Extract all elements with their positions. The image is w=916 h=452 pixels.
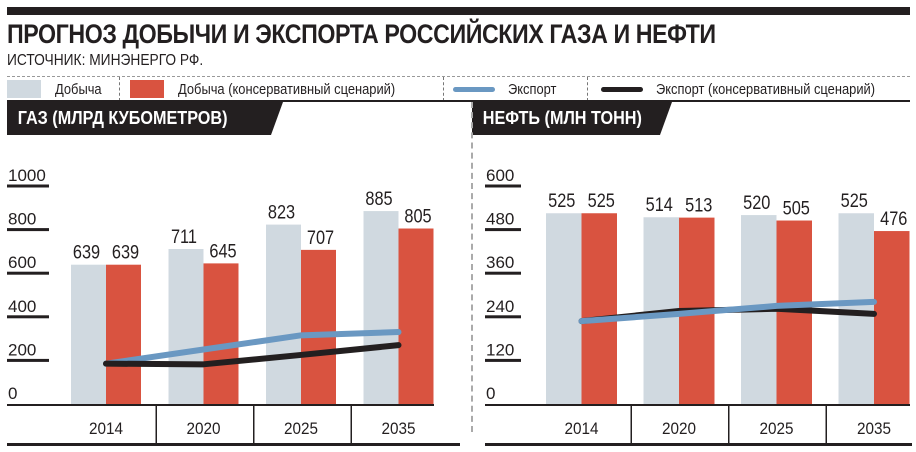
- gas-category-separator: [155, 406, 157, 444]
- gas-bar: [266, 224, 301, 404]
- legend-item-export-conservative: Экспорт (консервативный сценарий): [601, 79, 911, 99]
- legend-separator: [587, 77, 588, 101]
- oil-value-label: 513: [685, 194, 712, 215]
- oil-category-label: 2025: [759, 419, 793, 438]
- gas-category-label: 2014: [89, 419, 123, 438]
- legend-separator: [443, 77, 444, 101]
- legend: Добыча Добыча (консервативный сценарий) …: [7, 76, 910, 101]
- gas-export-conservative-line: [103, 342, 402, 368]
- gas-ytick-line: [7, 315, 49, 319]
- export-line-swatch-icon: [453, 86, 495, 92]
- oil-bar: [874, 231, 910, 404]
- legend-item-production: Добыча: [7, 79, 109, 99]
- legend-item-export: Экспорт: [453, 79, 564, 99]
- oil-bar: [838, 213, 874, 404]
- legend-label: Экспорт: [508, 80, 557, 98]
- oil-value-label: 525: [841, 190, 868, 211]
- gas-bar: [203, 263, 239, 404]
- panel-divider: [471, 102, 473, 432]
- gas-section-title: ГАЗ (МЛРД КУБОМЕТРОВ): [17, 108, 228, 128]
- oil-category-separator: [825, 406, 827, 444]
- header-rule: [7, 100, 910, 102]
- gas-bar: [363, 211, 399, 404]
- oil-bar: [546, 213, 582, 404]
- oil-value-label: 525: [588, 190, 615, 211]
- production-conservative-swatch-icon: [130, 80, 164, 98]
- oil-section-title: НЕФТЬ (МЛН ТОНН): [482, 108, 642, 128]
- gas-value-label: 823: [268, 201, 295, 222]
- oil-category-label: 2020: [662, 419, 696, 438]
- gas-ytick-label: 0: [8, 384, 17, 403]
- gas-bar: [106, 264, 141, 404]
- gas-bar: [71, 264, 106, 404]
- oil-bottom-rule: [485, 443, 912, 446]
- gas-ytick-label: 800: [8, 210, 36, 229]
- gas-section-header: ГАЗ (МЛРД КУБОМЕТРОВ): [7, 102, 283, 135]
- gas-x-axis: [7, 404, 434, 406]
- gas-bar: [301, 249, 336, 404]
- oil-value-label: 476: [880, 208, 907, 229]
- gas-value-label: 707: [307, 227, 334, 248]
- gas-category-label: 2035: [381, 419, 415, 438]
- oil-value-label: 514: [646, 194, 673, 215]
- oil-x-axis: [485, 404, 910, 406]
- gas-bar: [398, 228, 434, 404]
- oil-category-separator: [630, 406, 632, 444]
- gas-value-label: 645: [209, 240, 236, 261]
- oil-category-label: 2014: [564, 419, 598, 438]
- gas-bar: [168, 249, 204, 404]
- oil-value-label: 505: [783, 197, 810, 218]
- oil-ytick-line: [485, 271, 521, 275]
- oil-ytick-line: [485, 315, 521, 319]
- oil-value-label: 525: [548, 190, 575, 211]
- gas-value-label: 639: [73, 242, 100, 263]
- gas-export-line: [103, 329, 402, 367]
- gas-ytick-label: 1000: [8, 166, 46, 185]
- oil-ytick-line: [485, 358, 521, 362]
- gas-bottom-rule: [7, 443, 460, 446]
- oil-bar: [581, 213, 617, 404]
- gas-value-label: 639: [112, 242, 139, 263]
- legend-label: Добыча (консервативный сценарий): [178, 80, 396, 98]
- gas-category-label: 2020: [186, 419, 220, 438]
- oil-ytick-line: [485, 228, 521, 232]
- oil-ytick-label: 240: [486, 297, 514, 316]
- gas-category-separator: [350, 406, 352, 444]
- oil-category-label: 2035: [857, 419, 891, 438]
- chart-source: ИСТОЧНИК: МИНЭНЕРГО РФ.: [7, 52, 204, 69]
- oil-value-label: 520: [743, 192, 770, 213]
- gas-ytick-label: 200: [8, 340, 36, 359]
- oil-section-header: НЕФТЬ (МЛН ТОНН): [472, 102, 672, 135]
- top-rule: [7, 7, 910, 15]
- gas-ytick-label: 600: [8, 253, 36, 272]
- gas-ytick-line: [7, 271, 49, 275]
- oil-ytick-label: 600: [486, 166, 514, 185]
- gas-ytick-line: [7, 184, 49, 188]
- legend-separator: [119, 77, 120, 101]
- gas-ytick-line: [7, 358, 49, 362]
- production-swatch-icon: [7, 80, 41, 98]
- gas-category-label: 2025: [284, 419, 318, 438]
- oil-ytick-label: 120: [486, 340, 514, 359]
- oil-ytick-line: [485, 184, 521, 188]
- gas-ytick-label: 400: [8, 297, 36, 316]
- gas-category-separator: [253, 406, 255, 444]
- legend-item-production-conservative: Добыча (консервативный сценарий): [130, 79, 431, 99]
- legend-label: Добыча: [55, 80, 102, 98]
- gas-value-label: 711: [171, 226, 197, 247]
- export-conservative-line-swatch-icon: [601, 86, 643, 92]
- oil-ytick-label: 360: [486, 253, 514, 272]
- gas-ytick-line: [7, 228, 49, 232]
- oil-ytick-label: 0: [486, 384, 495, 403]
- oil-export-line: [578, 298, 877, 325]
- oil-category-separator: [728, 406, 730, 444]
- chart-title: ПРОГНОЗ ДОБЫЧИ И ЭКСПОРТА РОССИЙСКИХ ГАЗ…: [7, 19, 716, 49]
- legend-label: Экспорт (консервативный сценарий): [656, 80, 876, 98]
- gas-value-label: 885: [365, 188, 392, 209]
- gas-value-label: 805: [404, 205, 431, 226]
- oil-ytick-label: 480: [486, 210, 514, 229]
